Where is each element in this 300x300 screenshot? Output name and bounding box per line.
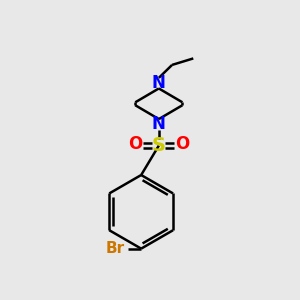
Text: O: O — [128, 135, 142, 153]
Text: N: N — [152, 74, 166, 92]
Text: S: S — [152, 136, 166, 155]
Text: Br: Br — [106, 241, 125, 256]
Text: N: N — [152, 116, 166, 134]
Text: O: O — [175, 135, 190, 153]
